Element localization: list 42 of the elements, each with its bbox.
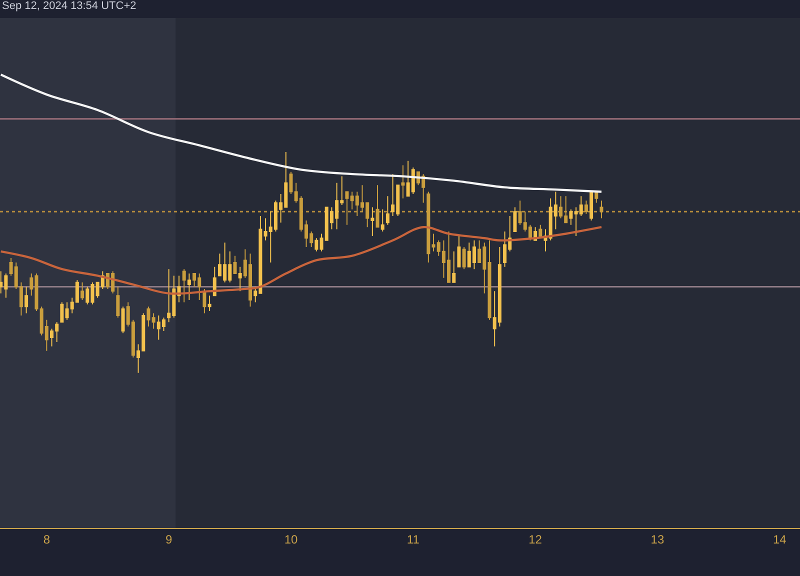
candlestick [187,273,191,301]
x-tick-label: 10 [284,532,298,546]
candlestick [370,206,374,236]
x-tick-label: 11 [406,532,420,546]
candlestick [513,206,517,232]
candlestick [386,196,390,226]
x-tick-label: 13 [650,532,664,546]
candlestick [401,164,405,199]
candlestick [152,312,156,330]
candlestick [584,200,588,214]
candlestick [238,266,242,292]
candlestick [452,250,456,283]
candlestick [116,286,120,318]
candlestick [4,273,8,298]
candlestick [202,288,206,314]
candlestick [590,191,594,221]
candlestick [376,184,380,228]
candlestick [233,255,237,274]
candlestick [426,191,430,263]
candlestick [121,306,125,334]
candlestick [488,240,492,320]
candlestick [24,286,28,314]
text: Sep 12, 2024 13:54 UTC+2 [2,0,136,12]
candlestick [182,268,186,303]
x-tick-label: 9 [165,532,172,546]
candlestick [538,224,542,239]
candlestick [146,306,150,328]
candlestick [600,200,604,219]
candlestick [457,235,461,268]
x-tick-label: 14 [772,532,787,546]
candlestick [80,282,84,301]
x-tick-label: 12 [528,532,542,546]
candlestick [569,208,573,226]
candlestick [314,238,318,252]
candlestick [462,246,466,270]
candlestick [345,191,349,226]
candlestick [289,171,293,194]
candlestick [212,266,216,296]
candlestick [380,208,384,232]
candlestick [60,302,64,323]
x-tick-label: 8 [43,532,50,546]
candlestick [208,295,212,312]
